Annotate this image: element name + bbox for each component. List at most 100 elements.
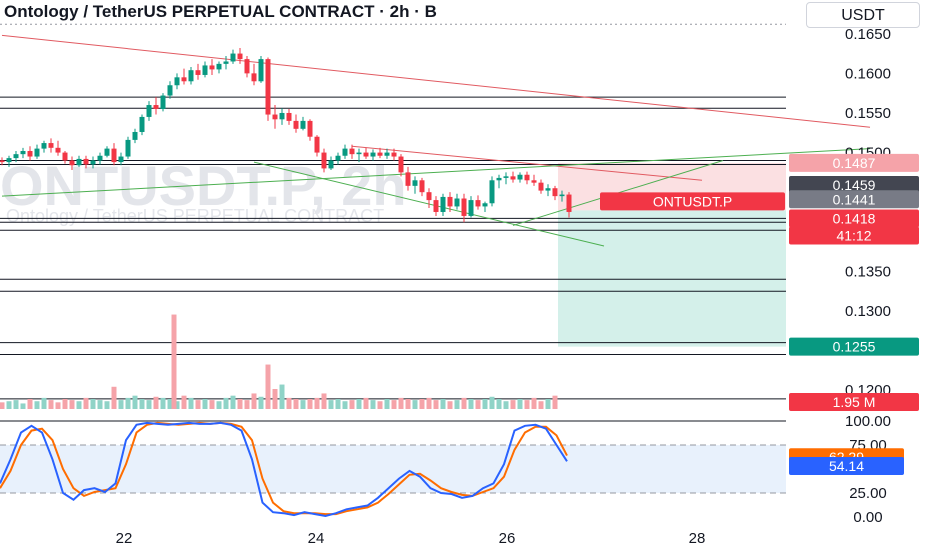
stoch-tick-label: 100.00 bbox=[845, 413, 891, 430]
candle bbox=[48, 143, 54, 148]
volume-bar bbox=[496, 399, 502, 409]
volume-bar bbox=[55, 402, 61, 409]
currency-button[interactable]: USDT bbox=[806, 2, 920, 28]
volume-bar bbox=[188, 397, 194, 409]
volume-bar bbox=[209, 400, 215, 409]
candle bbox=[237, 53, 243, 60]
candlesticks bbox=[0, 48, 572, 223]
symbol-tag-bg bbox=[600, 192, 785, 211]
candle bbox=[90, 160, 96, 165]
stoch-tick-label: 25.00 bbox=[849, 485, 887, 502]
price-tag-bg bbox=[789, 176, 919, 195]
candle bbox=[97, 155, 103, 161]
candle bbox=[279, 112, 285, 120]
candle bbox=[531, 180, 537, 183]
volume-bar bbox=[377, 401, 383, 409]
candle bbox=[503, 176, 509, 178]
candle bbox=[517, 174, 523, 180]
candle bbox=[216, 63, 222, 70]
candle bbox=[335, 155, 341, 161]
price-tag: 0.1441 bbox=[833, 191, 876, 207]
volume-bar bbox=[524, 400, 530, 409]
candle bbox=[286, 112, 292, 121]
candle bbox=[13, 154, 19, 159]
price-tag-bg bbox=[789, 337, 919, 356]
volume-bar bbox=[97, 400, 103, 409]
volume-bar bbox=[286, 397, 292, 409]
candle bbox=[370, 152, 376, 157]
price-tick-label: 0.1550 bbox=[845, 105, 891, 122]
volume-bar bbox=[419, 399, 425, 409]
candle bbox=[454, 198, 460, 207]
candle bbox=[475, 200, 481, 207]
current-price-tag-bg bbox=[789, 209, 919, 228]
volume-bar bbox=[398, 397, 404, 409]
price-tick-label: 0.1600 bbox=[845, 65, 891, 82]
candle bbox=[377, 152, 383, 156]
volume-bar bbox=[314, 397, 320, 409]
volume-bar bbox=[195, 400, 201, 409]
volume-bar bbox=[468, 399, 474, 409]
volume-bar bbox=[111, 386, 117, 409]
volume-bar bbox=[335, 399, 341, 409]
volume-bar bbox=[552, 395, 558, 409]
candle bbox=[307, 120, 313, 137]
candle bbox=[342, 148, 348, 156]
volume-bar bbox=[34, 401, 40, 409]
candle bbox=[468, 200, 474, 216]
time-tick-label: 26 bbox=[499, 530, 516, 547]
candle bbox=[188, 70, 194, 82]
candle bbox=[314, 136, 320, 153]
background-layer bbox=[0, 162, 786, 493]
volume-bar bbox=[237, 399, 243, 409]
volume-bar bbox=[20, 403, 26, 409]
candle bbox=[300, 120, 306, 129]
price-tag: 0.1255 bbox=[833, 339, 876, 355]
candle bbox=[482, 203, 488, 207]
time-tick-label: 28 bbox=[689, 530, 706, 547]
volume-bar bbox=[6, 401, 12, 409]
candle bbox=[391, 152, 397, 157]
volume-bar bbox=[118, 400, 124, 409]
price-tag-bg bbox=[789, 153, 919, 172]
candle bbox=[20, 150, 26, 155]
volume-bar bbox=[433, 400, 439, 409]
volume-bar bbox=[356, 399, 362, 409]
volume-bar bbox=[363, 397, 369, 409]
candle bbox=[111, 148, 117, 163]
candle bbox=[139, 116, 145, 132]
volume-bar bbox=[69, 400, 75, 409]
candle bbox=[566, 194, 572, 212]
candle bbox=[34, 148, 40, 157]
candle bbox=[41, 143, 47, 149]
volume-bar bbox=[391, 400, 397, 409]
volume-bar bbox=[300, 400, 306, 409]
candle bbox=[202, 65, 208, 75]
price-tag: 0.1459 bbox=[833, 177, 876, 193]
volume-bar bbox=[482, 399, 488, 409]
candle bbox=[223, 61, 229, 64]
symbol-tag: ONTUSDT.P bbox=[653, 193, 732, 209]
volume-bar bbox=[370, 400, 376, 409]
candle bbox=[265, 59, 271, 115]
candle bbox=[440, 196, 446, 212]
candle bbox=[524, 174, 530, 181]
candle bbox=[125, 139, 131, 157]
candle bbox=[230, 53, 236, 62]
volume-bars bbox=[0, 314, 558, 409]
volume-bar bbox=[503, 401, 509, 409]
volume-bar bbox=[538, 401, 544, 409]
volume-bar bbox=[48, 400, 54, 409]
candle bbox=[496, 177, 502, 181]
candle bbox=[412, 180, 418, 186]
stoch-k-value-tag: 54.14 bbox=[829, 458, 864, 474]
volume-bar bbox=[216, 401, 222, 409]
candle bbox=[27, 150, 33, 157]
candle bbox=[384, 152, 390, 156]
volume-bar bbox=[251, 393, 257, 409]
candle bbox=[160, 95, 166, 110]
candle bbox=[433, 200, 439, 212]
volume-bar bbox=[405, 399, 411, 409]
candle bbox=[118, 156, 124, 163]
